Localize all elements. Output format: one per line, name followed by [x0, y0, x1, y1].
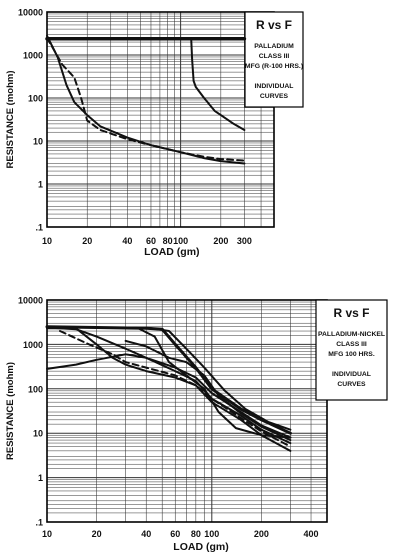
y-tick-label: 100: [28, 384, 43, 394]
y-tick-label: 10000: [18, 296, 43, 306]
x-axis-label: LOAD (gm): [144, 246, 199, 258]
x-tick-label: 10: [42, 236, 52, 246]
chart-palladium: R vs F PALLADIUM CLASS III MFG (R-100 HRS.)…: [5, 8, 304, 258]
legend-box: [315, 299, 388, 401]
x-tick-label: 60: [146, 236, 156, 246]
x-tick-label: 40: [122, 236, 132, 246]
x-tick-label: 400: [304, 529, 319, 539]
y-axis-label: RESISTANCE (mohm): [5, 362, 16, 460]
series-line: [46, 34, 246, 165]
legend-text: PALLADIUM-NICKEL: [318, 331, 385, 338]
plot-frame: [46, 11, 275, 228]
legend-text: INDIVIDUAL: [332, 371, 371, 378]
y-tick-label: .1: [35, 223, 43, 233]
y-tick-label: 1: [38, 180, 43, 190]
y-tick-label: 1000: [23, 340, 43, 350]
x-tick-label: 100: [173, 236, 188, 246]
x-tick-label: 20: [82, 236, 92, 246]
y-tick-label: 1000: [23, 51, 43, 61]
legend-text: CLASS III: [259, 53, 290, 60]
x-axis-label: LOAD (gm): [173, 541, 228, 553]
y-tick-label: 10: [33, 429, 43, 439]
series-line: [111, 326, 292, 439]
x-tick-label: 80: [163, 236, 173, 246]
x-tick-label: 200: [254, 529, 269, 539]
chart-title: R vs F: [256, 18, 292, 32]
series-line: [46, 36, 246, 162]
y-axis-label: RESISTANCE (mohm): [5, 71, 16, 169]
legend-text: CURVES: [337, 381, 366, 388]
chart-palladium-nickel: R vs F PALLADIUM-NICKEL CLASS III MFG 100 H…: [5, 296, 388, 553]
legend-text: MFG 100 HRS.: [328, 351, 375, 358]
y-tick-label: 10: [33, 137, 43, 147]
series-line: [124, 339, 292, 442]
y-tick-label: 10000: [18, 8, 43, 18]
legend-box: [244, 11, 304, 108]
legend-text: MFG (R-100 HRS.): [245, 63, 303, 70]
legend-text: INDIVIDUAL: [255, 83, 294, 90]
x-tick-label: 200: [213, 236, 228, 246]
legend-text: CLASS III: [336, 341, 367, 348]
x-tick-label: 10: [42, 529, 52, 539]
legend-text: PALLADIUM: [254, 43, 294, 50]
y-tick-label: .1: [35, 518, 43, 528]
series-line: [145, 326, 292, 431]
series-line: [46, 326, 292, 445]
x-tick-label: 40: [141, 529, 151, 539]
x-tick-label: 60: [170, 529, 180, 539]
plot-frame: [46, 299, 328, 523]
chart-title: R vs F: [333, 306, 369, 320]
x-tick-label: 300: [237, 236, 252, 246]
x-tick-label: 80: [191, 529, 201, 539]
legend-text: CURVES: [260, 93, 289, 100]
series-line: [190, 37, 246, 131]
x-tick-label: 100: [204, 529, 219, 539]
y-tick-label: 1: [38, 473, 43, 483]
y-tick-label: 100: [28, 94, 43, 104]
series-line: [46, 327, 292, 452]
series-line: [59, 330, 292, 448]
x-tick-label: 20: [92, 529, 102, 539]
